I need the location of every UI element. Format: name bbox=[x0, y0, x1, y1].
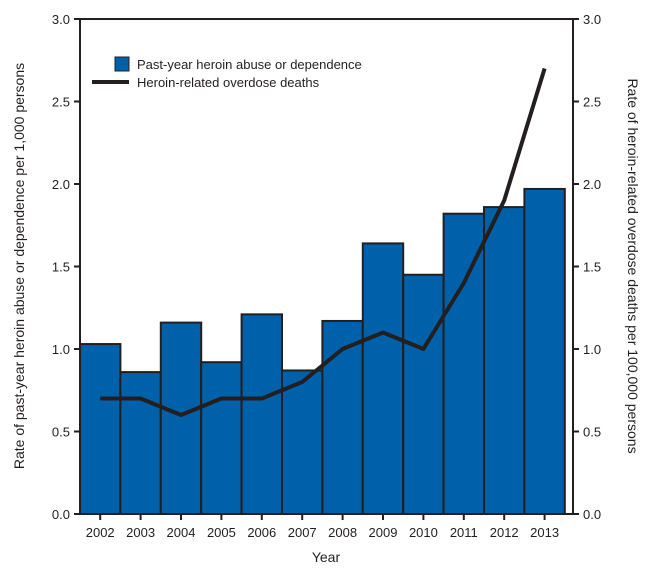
legend-line-label: Heroin-related overdose deaths bbox=[137, 75, 320, 90]
y-tick-label: 2.0 bbox=[52, 177, 70, 192]
y-tick-label: 2.5 bbox=[52, 95, 70, 110]
y-tick-label: 1.5 bbox=[52, 260, 70, 275]
bar-2005 bbox=[200, 361, 243, 516]
x-tick-label: 2008 bbox=[328, 525, 357, 540]
bar-2004 bbox=[159, 321, 203, 515]
overdose-deaths-line bbox=[100, 67, 547, 417]
bar-2002 bbox=[79, 343, 122, 515]
x-tick-label: 2004 bbox=[167, 525, 196, 540]
bar-2010 bbox=[402, 273, 445, 515]
y-tick-label: 1.0 bbox=[52, 342, 70, 357]
legend: Past-year heroin abuse or dependence Her… bbox=[92, 56, 362, 90]
bar-2012 bbox=[483, 206, 526, 515]
x-tick-label: 2012 bbox=[490, 525, 519, 540]
y2-tick-label: 3.0 bbox=[583, 12, 601, 27]
x-tick-label: 2002 bbox=[86, 525, 115, 540]
y2-tick-label: 2.0 bbox=[583, 177, 601, 192]
x-axis-label: Year bbox=[312, 549, 341, 565]
y2-tick-label: 1.5 bbox=[583, 260, 601, 275]
y2-tick-label: 0.0 bbox=[583, 507, 601, 522]
x-tick-label: 2006 bbox=[247, 525, 276, 540]
legend-bar-label: Past-year heroin abuse or dependence bbox=[137, 57, 362, 72]
y2-axis-label: Rate of heroin-related overdose deaths p… bbox=[625, 78, 641, 453]
y2-tick-label: 1.0 bbox=[583, 342, 601, 357]
bar-2006 bbox=[240, 313, 284, 515]
bar-2013 bbox=[523, 187, 566, 515]
bar-2011 bbox=[442, 212, 486, 515]
bar-2007 bbox=[281, 369, 324, 516]
y2-tick-label: 0.5 bbox=[583, 425, 601, 440]
bar-2008 bbox=[321, 319, 364, 516]
bar-2003 bbox=[119, 371, 162, 515]
x-tick-label: 2009 bbox=[369, 525, 398, 540]
bar-2009 bbox=[361, 242, 405, 515]
y-axis-label: Rate of past-year heroin abuse or depend… bbox=[11, 63, 27, 469]
x-tick-label: 2005 bbox=[207, 525, 236, 540]
x-tick-label: 2013 bbox=[530, 525, 559, 540]
x-tick-label: 2007 bbox=[288, 525, 317, 540]
y-tick-label: 0.5 bbox=[52, 425, 70, 440]
y2-tick-label: 2.5 bbox=[583, 95, 601, 110]
x-tick-label: 2011 bbox=[450, 525, 478, 540]
x-tick-label: 2010 bbox=[409, 525, 438, 540]
x-tick-label: 2003 bbox=[126, 525, 155, 540]
y-tick-label: 3.0 bbox=[52, 12, 70, 27]
y-tick-label: 0.0 bbox=[52, 507, 70, 522]
legend-bar-swatch bbox=[114, 56, 130, 72]
